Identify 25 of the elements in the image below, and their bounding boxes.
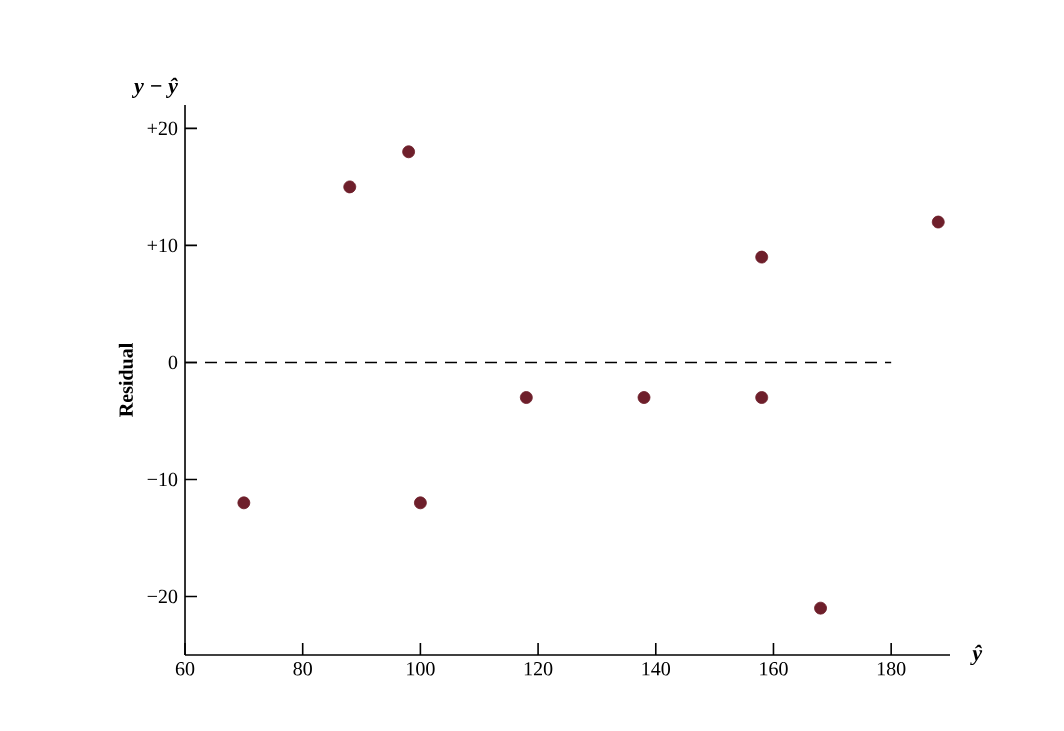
point (814, 601, 827, 615)
y-tick-label: −20 (147, 589, 178, 604)
point (755, 391, 769, 404)
x-tick-label: 60 (175, 662, 195, 676)
y-axis-title: Residual (118, 343, 133, 417)
point (237, 496, 251, 510)
point (755, 250, 769, 264)
y-tick-label: 0 (168, 355, 178, 370)
point (519, 391, 533, 404)
x-tick-label: 80 (293, 662, 312, 676)
x-tick-label: 140 (642, 662, 671, 676)
x-tick-label: 120 (524, 662, 553, 676)
point (637, 391, 651, 404)
y-tick-label: −10 (147, 472, 178, 487)
y-tick-label: +10 (147, 238, 178, 253)
x-axis-title: ŷ (970, 644, 983, 666)
x-tick-label: 100 (407, 662, 435, 676)
point (402, 145, 416, 159)
x-tick-label: 180 (877, 662, 906, 676)
point (931, 215, 945, 229)
point (343, 180, 357, 194)
x-tick-label: 160 (760, 662, 788, 676)
point (414, 496, 427, 510)
text: y − ŷ (131, 77, 178, 98)
y-tick-label: +20 (147, 121, 178, 136)
